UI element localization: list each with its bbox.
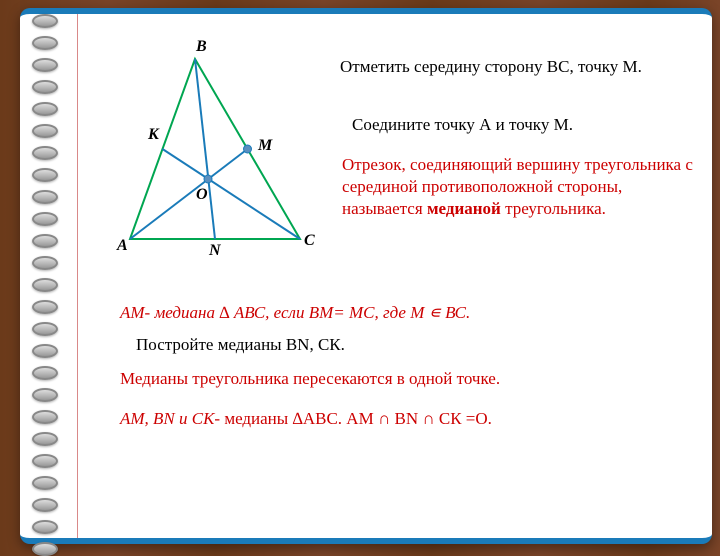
- text-2-content: Соедините точку А и точку М.: [352, 115, 573, 134]
- triangle-diagram: А В С М N К О: [110, 44, 330, 264]
- label-B: В: [196, 38, 207, 56]
- notebook-page: А В С М N К О Отметить середину сторону …: [20, 8, 712, 544]
- text-2: Соедините точку А и точку М.: [352, 114, 702, 136]
- label-N: N: [209, 242, 221, 260]
- margin-line: [77, 14, 78, 538]
- text-3: Отрезок, соединяющий вершину треугольник…: [342, 154, 697, 220]
- text-7a: АМ, ВN и СК-: [120, 409, 224, 428]
- text-4: АМ- медиана ∆ АВС, если ВМ= МС, где М ∊ …: [120, 302, 670, 324]
- text-1-content: Отметить середину сторону ВС, точку М.: [340, 57, 642, 76]
- triangle-svg: [110, 44, 330, 264]
- page-content: А В С М N К О Отметить середину сторону …: [80, 14, 702, 538]
- text-5: Постройте медианы ВN, СК.: [136, 334, 686, 356]
- spiral-binding: [32, 14, 62, 538]
- text-4b: - медиана ∆ АВС, если ВМ= МС, где М ∊ ВС…: [145, 303, 471, 322]
- text-7: АМ, ВN и СК- медианы ∆АВС. АМ ∩ ВN ∩ СК …: [120, 408, 700, 430]
- label-C: С: [304, 232, 315, 250]
- text-1: Отметить середину сторону ВС, точку М.: [340, 56, 690, 78]
- text-3b: медианой: [427, 199, 501, 218]
- text-5-content: Постройте медианы ВN, СК.: [136, 335, 345, 354]
- text-6: Медианы треугольника пересекаются в одно…: [120, 368, 700, 390]
- label-O: О: [196, 186, 208, 204]
- label-M: М: [258, 137, 272, 155]
- text-3c: треугольника.: [501, 199, 606, 218]
- label-K: К: [148, 126, 159, 144]
- text-6-content: Медианы треугольника пересекаются в одно…: [120, 369, 500, 388]
- text-7b: медианы ∆АВС. АМ ∩ ВN ∩ СК =О.: [224, 409, 492, 428]
- label-A: А: [117, 237, 128, 255]
- text-4a: АМ: [120, 303, 145, 322]
